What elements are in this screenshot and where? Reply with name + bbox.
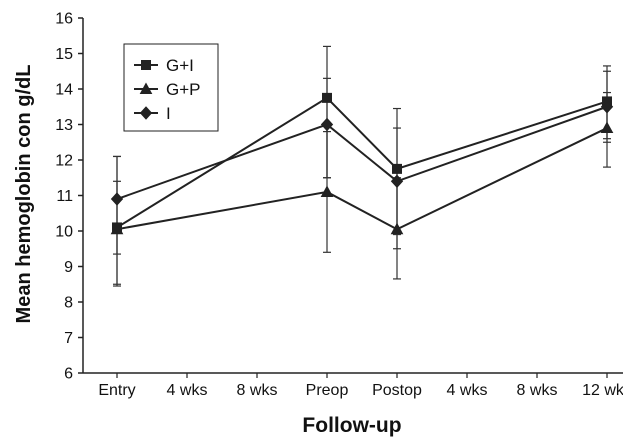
y-tick-label: 10 <box>55 224 73 241</box>
x-tick-label: Entry <box>98 382 135 399</box>
triangle-marker <box>139 82 153 94</box>
x-tick-label: 4 wks <box>167 382 208 399</box>
triangle-marker <box>110 222 124 235</box>
y-tick-label: 11 <box>56 188 73 205</box>
y-tick-label: 8 <box>64 295 73 312</box>
y-tick-label: 6 <box>64 366 73 383</box>
x-tick-label: Postop <box>372 382 422 399</box>
square-marker <box>322 92 332 103</box>
diamond-marker <box>600 100 614 114</box>
square-marker <box>141 60 151 70</box>
legend-box <box>123 43 219 132</box>
y-tick-label: 13 <box>55 117 73 134</box>
triangle-marker <box>390 222 404 235</box>
series-lines <box>116 96 608 231</box>
y-tick-label: 16 <box>55 11 73 28</box>
y-tick-label: 15 <box>55 46 73 63</box>
y-tick-label: 14 <box>55 82 73 99</box>
series-line <box>116 105 608 200</box>
legend-label: G+P <box>166 80 201 99</box>
x-ticks: Entry 4 wks 8 wks Preop Postop 4 wks 8 wks 12 w… <box>98 373 623 399</box>
diamond-marker <box>320 117 334 132</box>
y-axis-title: Mean hemoglobin con g/dL <box>13 65 35 324</box>
triangle-marker <box>320 185 334 197</box>
legend: G+I G+P I <box>123 43 219 132</box>
diamond-marker <box>139 106 153 120</box>
x-axis-title: Follow-up <box>302 414 401 437</box>
y-tick-label: 9 <box>64 259 73 276</box>
x-tick-label: 4 wks <box>447 382 488 399</box>
y-tick-label: 7 <box>64 330 73 347</box>
diamond-marker <box>110 192 124 206</box>
y-ticks: 6 7 8 9 10 11 12 13 14 15 16 <box>55 11 83 383</box>
series-markers <box>110 92 614 235</box>
legend-label: G+I <box>166 56 194 75</box>
legend-label: I <box>166 104 171 123</box>
x-tick-label: 8 wks <box>517 382 558 399</box>
triangle-marker <box>600 121 614 134</box>
series-line <box>116 127 608 231</box>
x-tick-label: Preop <box>306 382 349 399</box>
x-tick-label: 8 wks <box>237 382 278 399</box>
diamond-marker <box>390 174 404 189</box>
y-tick-label: 12 <box>55 153 73 170</box>
x-tick-label: 12 wks <box>582 382 623 399</box>
square-marker <box>392 163 402 174</box>
